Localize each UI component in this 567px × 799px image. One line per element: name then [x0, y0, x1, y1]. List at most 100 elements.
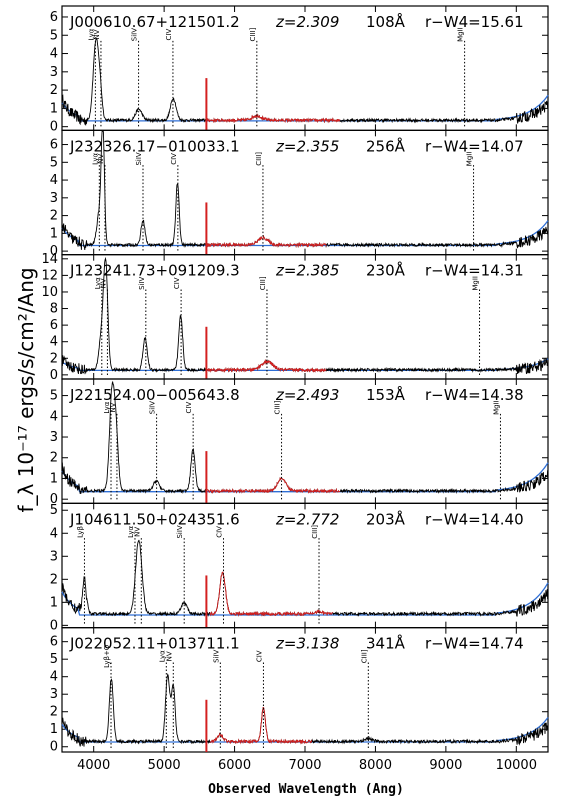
y-tick-label: 8 — [50, 302, 58, 317]
y-tick-label: 0 — [50, 492, 58, 507]
emission-line-label: Lyβ+O — [103, 644, 111, 668]
equivalent-width-label: 230Å — [366, 261, 406, 280]
highlighted-spectrum-segment — [206, 234, 327, 248]
emission-line-label: SiIV — [176, 525, 184, 538]
y-tick-label: 14 — [41, 252, 58, 267]
y-tick-label: 6 — [50, 635, 58, 650]
x-tick-label: 6000 — [218, 758, 251, 773]
color-index-label: r−W4=14.07 — [425, 137, 524, 155]
highlighted-spectrum-segment — [209, 571, 334, 617]
y-tick-label: 6 — [50, 318, 58, 333]
spectrum-line — [61, 673, 549, 747]
y-tick-label: 3 — [50, 687, 58, 702]
emission-line-label: CIV — [216, 526, 224, 538]
emission-line-label: MgII — [466, 152, 474, 167]
highlighted-spectrum-segment — [206, 113, 341, 124]
y-tick-label: 3 — [50, 191, 58, 206]
y-tick-label: 5 — [50, 155, 58, 170]
color-index-label: r−W4=15.61 — [425, 13, 524, 31]
y-tick-label: 3 — [50, 549, 58, 564]
emission-line-label: NV — [97, 154, 105, 164]
emission-line-label: CIII] — [360, 649, 368, 663]
emission-line-label: NV — [165, 651, 173, 661]
redshift-label: z=2.385 — [275, 262, 339, 280]
emission-line-label: CIV — [165, 29, 173, 41]
y-tick-label: 1 — [50, 226, 58, 241]
emission-line-label: CIII] — [255, 152, 263, 166]
emission-line-label: SiIV — [131, 28, 139, 41]
y-tick-label: 1 — [50, 101, 58, 116]
y-tick-label: 4 — [50, 47, 58, 62]
emission-line-label: NV — [109, 402, 117, 412]
emission-line-label: CIV — [173, 277, 181, 289]
emission-line-label: Lyα — [127, 526, 135, 538]
y-tick-label: 0 — [50, 244, 58, 259]
y-tick-label: 0 — [50, 740, 58, 755]
x-tick-label: 8000 — [359, 758, 392, 773]
y-tick-label: 1 — [50, 595, 58, 610]
equivalent-width-label: 108Å — [366, 12, 406, 31]
object-name: J123241.73+091209.3 — [69, 262, 240, 280]
y-tick-label: 3 — [50, 430, 58, 445]
y-tick-label: 12 — [41, 268, 58, 283]
emission-line-label: CIII] — [274, 400, 282, 414]
y-tick-label: 2 — [50, 351, 58, 366]
equivalent-width-label: 203Å — [366, 509, 406, 528]
y-tick-label: 5 — [50, 389, 58, 404]
emission-line-label: Lyα — [158, 650, 166, 662]
object-name: J000610.67+121501.2 — [69, 13, 240, 31]
y-tick-label: 10 — [41, 285, 58, 300]
x-tick-label: 9000 — [429, 758, 462, 773]
object-name: J104611.50+024351.6 — [69, 510, 240, 528]
y-tick-label: 0 — [50, 368, 58, 383]
emission-line-label: MgII — [493, 400, 501, 415]
y-tick-label: 2 — [50, 451, 58, 466]
y-tick-label: 2 — [50, 83, 58, 98]
emission-line-label: NV — [99, 278, 107, 288]
emission-line-label: CIII] — [259, 276, 267, 290]
y-axis-label: f_λ 10⁻¹⁷ ergs/s/cm²/Ang — [14, 267, 38, 512]
spectrum-line — [61, 37, 549, 126]
color-index-label: r−W4=14.38 — [425, 386, 524, 404]
highlighted-spectrum-segment — [206, 476, 341, 494]
redshift-label: z=2.772 — [275, 510, 339, 528]
spectrum-panel: 0 1 2 3 4 5 6 Lyβ+O Lyα NV SiIV CIV CIII] J022052.11+… — [50, 627, 549, 755]
x-tick-label: 10000 — [496, 758, 537, 773]
x-tick-label: 7000 — [288, 758, 321, 773]
emission-line-label: NV — [93, 29, 101, 39]
color-index-label: r−W4=14.74 — [425, 635, 524, 653]
y-tick-label: 2 — [50, 705, 58, 720]
y-tick-label: 0 — [50, 618, 58, 633]
highlighted-spectrum-segment — [209, 706, 313, 745]
emission-line-label: CIV — [185, 402, 193, 414]
y-tick-label: 1 — [50, 722, 58, 737]
emission-line-label: SiIV — [149, 401, 157, 414]
emission-line-label: Lyα — [94, 277, 102, 289]
y-tick-label: 4 — [50, 670, 58, 685]
emission-line-label: SiIV — [138, 276, 146, 289]
y-tick-label: 3 — [50, 65, 58, 80]
continuum-fit-line — [61, 220, 549, 247]
highlighted-spectrum-segment — [206, 358, 327, 373]
emission-line-label: CIV — [170, 153, 178, 165]
y-tick-label: 4 — [50, 335, 58, 350]
equivalent-width-label: 256Å — [366, 136, 406, 155]
y-tick-label: 5 — [50, 503, 58, 518]
object-name: J022052.11+013711.1 — [69, 635, 240, 653]
emission-line-label: Lyα — [91, 153, 99, 165]
object-name: J232326.17−010033.1 — [69, 137, 240, 155]
redshift-label: z=2.309 — [275, 13, 339, 31]
y-tick-label: 6 — [50, 10, 58, 25]
emission-line-label: CIII] — [311, 525, 319, 539]
emission-line-label: Lyβ — [77, 526, 85, 538]
object-name: J221524.00−005643.8 — [69, 386, 240, 404]
emission-line-label: Lyα — [87, 28, 95, 40]
color-index-label: r−W4=14.40 — [425, 510, 524, 528]
y-tick-label: 6 — [50, 138, 58, 153]
